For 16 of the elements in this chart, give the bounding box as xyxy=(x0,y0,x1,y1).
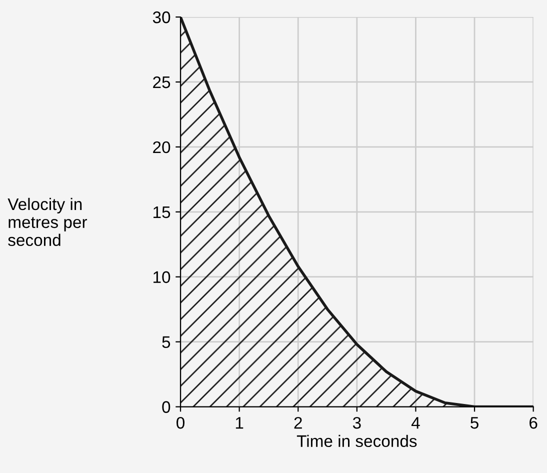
x-tick-label: 3 xyxy=(352,416,361,429)
x-tick-label: 4 xyxy=(411,417,420,429)
x-tick-label: 0 xyxy=(176,416,184,429)
x-tick-label: 6 xyxy=(530,416,538,429)
y-tick-label: 5 xyxy=(162,336,170,348)
y-tick-label: 25 xyxy=(153,76,170,88)
y-tick-label: 15 xyxy=(154,206,170,218)
x-axis-title: Time in seconds xyxy=(296,434,417,448)
x-tick-label: 5 xyxy=(470,417,478,429)
x-tick-label: 1 xyxy=(236,417,244,429)
y-tick-label: 20 xyxy=(153,141,170,154)
y-axis-title: Velocity in metres per second xyxy=(8,198,88,246)
y-tick-label: 0 xyxy=(162,401,170,413)
y-tick-label: 10 xyxy=(154,271,170,284)
y-tick-label: 30 xyxy=(152,11,170,24)
x-tick-label: 2 xyxy=(294,416,302,429)
